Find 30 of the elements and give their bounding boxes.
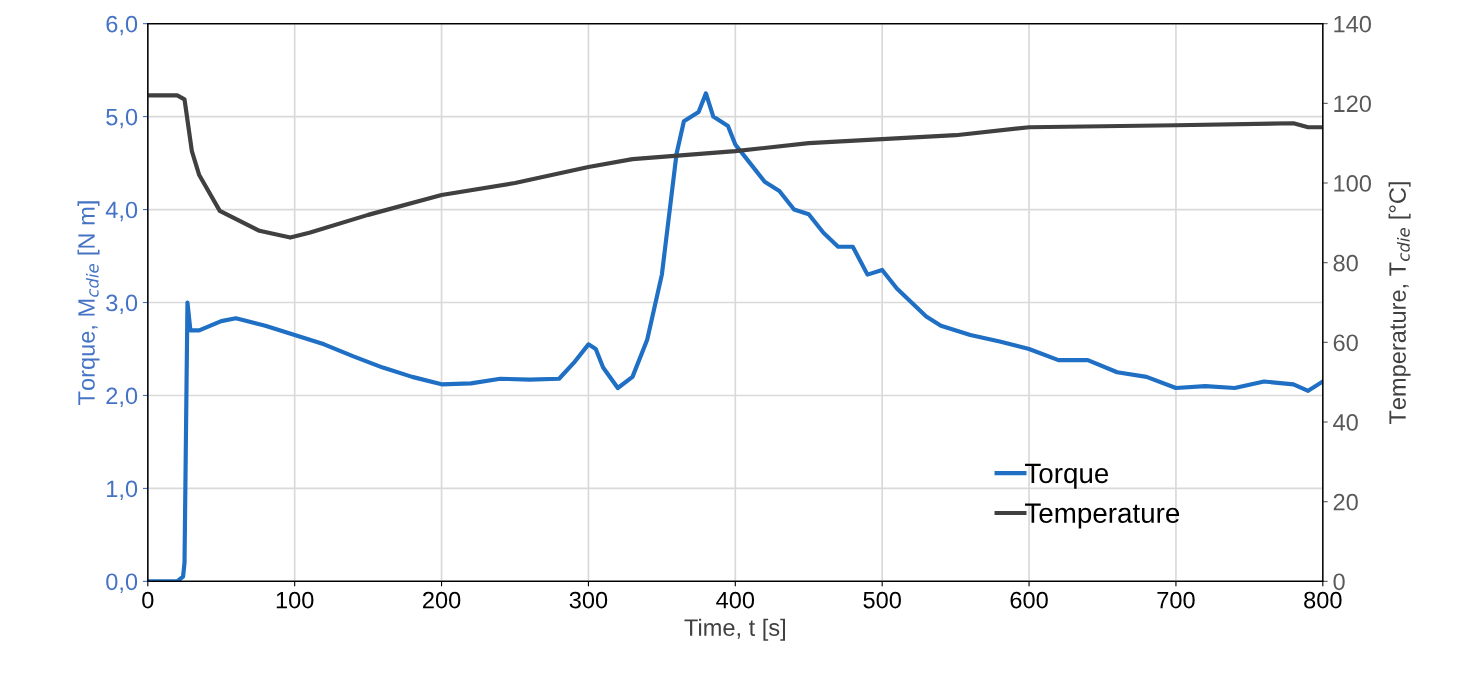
x-tick-label: 200 <box>423 591 461 609</box>
y-tick-label: 4,0 <box>105 201 138 222</box>
y-tick-label: 1,0 <box>107 480 138 500</box>
legend-label: Torque <box>1025 463 1109 489</box>
y-tick-label: 3,0 <box>106 294 138 315</box>
y2-tick-label: 140 <box>1334 15 1371 33</box>
y-tick-label: 2,0 <box>106 387 138 408</box>
y-axis-title: Torque, M$_{cdie}$ [N m] <box>77 201 100 405</box>
y2-tick-label: 40 <box>1333 414 1358 431</box>
y2-tick-label: 120 <box>1334 95 1371 113</box>
y2-axis-title: Temperature, T$_{cdie}$ [°C] <box>1388 182 1411 425</box>
x-axis-title: Time, t [s] <box>684 618 785 641</box>
y2-tick-label: 100 <box>1334 175 1371 192</box>
x-tick-label: 600 <box>1010 591 1048 609</box>
x-tick-label: 300 <box>569 591 608 609</box>
y2-tick-label: 80 <box>1333 254 1358 272</box>
y-tick-label: 6,0 <box>106 15 138 36</box>
x-tick-label: 800 <box>1304 591 1342 609</box>
x-tick-label: 400 <box>716 591 755 609</box>
x-tick-label: 100 <box>276 591 314 609</box>
y-tick-label: 5,0 <box>106 108 138 129</box>
x-tick-label: 500 <box>863 591 901 609</box>
x-tick-label: 700 <box>1157 591 1195 609</box>
x-tick-label: 0 <box>142 591 154 609</box>
legend-label: Temperature <box>1025 503 1180 529</box>
line-series <box>147 93 1323 240</box>
y2-tick-label: 60 <box>1333 334 1358 352</box>
y2-tick-label: 0 <box>1333 573 1345 591</box>
y-tick-label: 0,0 <box>106 573 138 593</box>
y2-tick-label: 20 <box>1333 493 1358 511</box>
